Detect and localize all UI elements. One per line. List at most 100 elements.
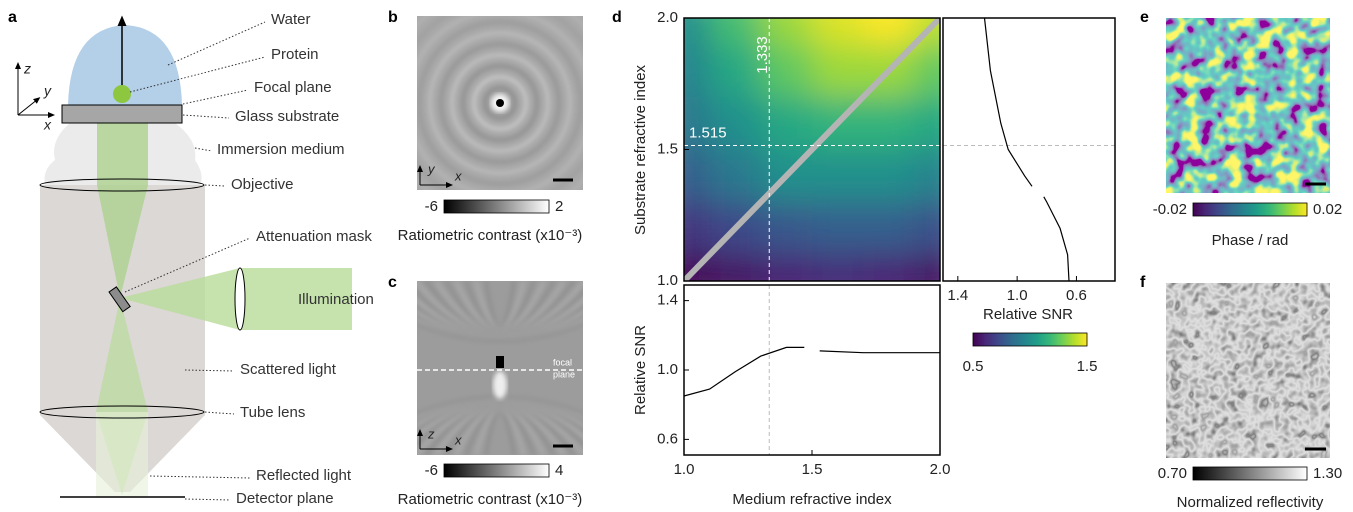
heatmap-cell [684, 18, 711, 45]
axis-label: x [454, 432, 462, 447]
leader-line [184, 369, 235, 372]
annotation: focal [553, 357, 572, 367]
x-tick-label: 1.0 [674, 461, 695, 478]
diagram-label: Protein [271, 46, 319, 63]
x-axis-label: Medium refractive index [732, 491, 892, 508]
heatmap-cell [914, 96, 940, 150]
colorbar-tick-label: -0.02 [1153, 201, 1187, 218]
heatmap-cell [684, 202, 711, 256]
snr-line [683, 346, 940, 397]
diagram-label: Attenuation mask [256, 228, 372, 245]
leader-line [124, 237, 251, 293]
colorbar [443, 199, 550, 214]
x-tick-label: 1.4 [947, 287, 968, 304]
ring [461, 64, 539, 142]
panel-label: c [388, 274, 397, 291]
diagram-label: Glass substrate [235, 108, 339, 125]
panel-label: e [1140, 9, 1149, 26]
heatmap-cell [760, 202, 813, 256]
y-tick-label: 1.5 [657, 140, 678, 157]
axis-label: y [427, 161, 436, 176]
colorbar-tick-label: 0.02 [1313, 201, 1342, 218]
reflectivity-image [1166, 283, 1330, 458]
snr-line [983, 17, 1070, 282]
colorbar-label: Ratiometric contrast (x10⁻³) [398, 227, 583, 244]
ring [450, 53, 550, 153]
protein [113, 85, 131, 103]
heatmap-cell [812, 18, 864, 45]
panel-label: d [612, 9, 622, 26]
glass-substrate [61, 104, 183, 124]
diagonal-line [684, 18, 940, 281]
heatmap-cell [812, 202, 864, 256]
heatmap-cell [709, 18, 762, 45]
ring [428, 31, 572, 175]
panel-label: b [388, 9, 398, 26]
phase-image [1166, 18, 1330, 193]
heatmap-cell [760, 96, 813, 150]
colorbar-tick-label: 0.5 [963, 358, 984, 375]
psf-image [417, 16, 583, 190]
axis-label: x [454, 168, 462, 183]
x-tick-label: 2.0 [930, 461, 951, 478]
heatmap-cell [914, 44, 940, 98]
tube-lens [39, 405, 205, 419]
heatmap-cell [709, 44, 762, 98]
heatmap-cell [863, 254, 915, 281]
colorbar [972, 332, 1088, 347]
colorbar-tick-label: 0.70 [1158, 465, 1187, 482]
ring [417, 20, 583, 186]
colorbar-tick-label: 4 [555, 462, 563, 479]
annotation: 1.515 [689, 125, 727, 142]
y-tick-label: 1.0 [657, 272, 678, 289]
heatmap-cell [914, 149, 940, 203]
heatmap-cell [863, 149, 915, 203]
heatmap-cell [863, 18, 915, 45]
y-tick-label: 1.4 [657, 292, 678, 309]
leader-line [149, 475, 251, 479]
ring [439, 42, 561, 164]
colorbar-tick-label: 1.30 [1313, 465, 1342, 482]
xz-image [417, 281, 583, 455]
heatmap-cell [709, 149, 762, 203]
leader-line [129, 56, 266, 93]
diagram-label: Objective [231, 176, 294, 193]
axis-arrow [17, 97, 41, 116]
plot-frame [683, 284, 941, 456]
diagram-label: Immersion medium [217, 141, 345, 158]
heatmap-cell [812, 44, 864, 98]
heatmap-cell [812, 254, 864, 281]
panel-label: f [1140, 274, 1146, 291]
colorbar-tick-label: -6 [425, 462, 438, 479]
colorbar-label: Normalized reflectivity [1177, 494, 1324, 511]
colorbar-tick-label: 1.5 [1077, 358, 1098, 375]
leader-line [204, 411, 235, 415]
annotation: 1.333 [754, 36, 771, 74]
illumination-lens [234, 267, 246, 331]
y-axis-label: Relative SNR [632, 325, 649, 415]
axis-label: x [43, 117, 52, 133]
colorbar-label: Ratiometric contrast (x10⁻³) [398, 491, 583, 508]
diagram-label: Reflected light [256, 467, 352, 484]
leader-line [182, 89, 249, 105]
colorbar-tick-label: -6 [425, 198, 438, 215]
x-axis-label: Relative SNR [983, 306, 1073, 323]
axis-label: z [427, 426, 435, 441]
beam [97, 123, 148, 298]
setup-diagram [15, 15, 352, 501]
y-tick-label: 1.0 [657, 361, 678, 378]
heatmap-cell [709, 254, 762, 281]
leader-line [184, 498, 231, 501]
colorbar [1192, 202, 1308, 217]
heatmap-cell [812, 149, 864, 203]
heatmap-cell [684, 44, 711, 98]
axis-label: y [43, 83, 52, 99]
colorbar [443, 463, 550, 478]
x-tick-label: 1.0 [1007, 287, 1028, 304]
colorbar-tick-label: 2 [555, 198, 563, 215]
heatmap-cell [863, 202, 915, 256]
ring [483, 86, 517, 120]
colorbar [1192, 466, 1308, 481]
y-tick-label: 0.6 [657, 430, 678, 447]
